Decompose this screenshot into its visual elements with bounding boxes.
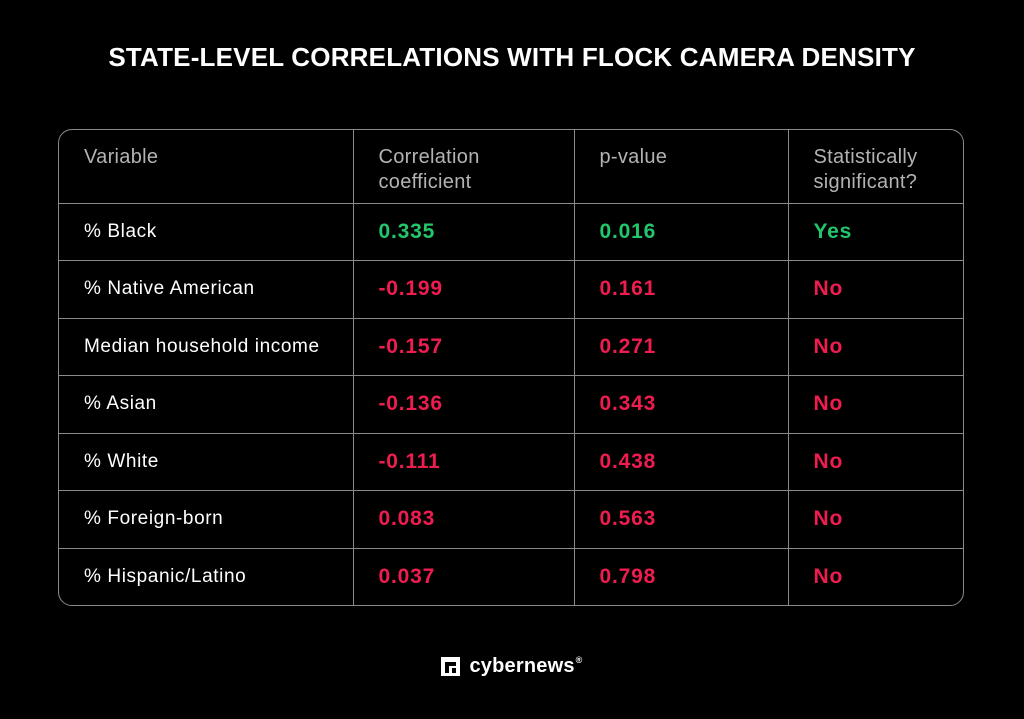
cell-correlation-coefficient: -0.111 bbox=[353, 433, 575, 491]
cell-correlation-coefficient: -0.199 bbox=[353, 260, 575, 319]
cell-significant: No bbox=[788, 260, 963, 319]
correlation-table: Variable Correlation coefficient p-value… bbox=[58, 129, 964, 606]
cell-p-value: 0.161 bbox=[574, 260, 789, 319]
chart-title: STATE-LEVEL CORRELATIONS WITH FLOCK CAME… bbox=[108, 42, 916, 72]
table-row: % White -0.111 0.438 No bbox=[59, 433, 963, 491]
table-row: Median household income -0.157 0.271 No bbox=[59, 318, 963, 376]
cell-variable: % Native American bbox=[59, 260, 354, 319]
header-statistically-significant: Statistically significant? bbox=[788, 130, 963, 204]
footer: cybernews® bbox=[0, 655, 1024, 678]
cell-p-value: 0.798 bbox=[574, 548, 789, 605]
table-body: % Black 0.335 0.016 Yes% Native American -0.… bbox=[59, 203, 963, 605]
table-row: % Asian -0.136 0.343 No bbox=[59, 375, 963, 434]
header-correlation-coefficient: Correlation coefficient bbox=[353, 130, 575, 204]
cell-p-value: 0.271 bbox=[574, 318, 789, 376]
cell-variable: % Black bbox=[59, 203, 354, 261]
cell-significant: No bbox=[788, 318, 963, 376]
header-row: Variable Correlation coefficient p-value… bbox=[59, 130, 963, 204]
cybernews-logo-icon bbox=[441, 657, 461, 676]
logo-wordmark: cybernews bbox=[469, 655, 575, 677]
cell-p-value: 0.438 bbox=[574, 433, 789, 491]
registered-mark: ® bbox=[575, 655, 583, 665]
cell-variable: % Asian bbox=[59, 375, 354, 434]
cell-significant: No bbox=[813, 565, 844, 588]
cell-significant: Yes bbox=[788, 203, 963, 261]
cell-correlation-coefficient: 0.335 bbox=[353, 203, 575, 261]
header-variable: Variable bbox=[59, 130, 354, 204]
cell-correlation-coefficient: 0.037 bbox=[353, 548, 575, 605]
cell-correlation-coefficient: -0.157 bbox=[353, 318, 575, 376]
cell-correlation-coefficient: 0.083 bbox=[353, 490, 575, 549]
cell-p-value: 0.016 bbox=[574, 203, 789, 261]
table-row: % Foreign-born 0.083 0.563 No bbox=[59, 490, 963, 549]
cell-significant: No bbox=[788, 433, 963, 491]
logo-text: cybernews® bbox=[469, 655, 582, 678]
cell-variable: % Hispanic/Latino bbox=[59, 548, 354, 605]
cell-correlation-coefficient: -0.136 bbox=[353, 375, 575, 434]
cell-p-value: 0.343 bbox=[574, 375, 789, 434]
table-row: % Native American -0.199 0.161 No bbox=[59, 260, 963, 319]
cell-variable: Median household income bbox=[59, 318, 354, 376]
cell-significant: No bbox=[788, 490, 963, 549]
table-row: % Hispanic/Latino 0.037 0.798 No bbox=[59, 548, 963, 605]
cell-significant: No bbox=[788, 375, 963, 434]
header-p-value: p-value bbox=[574, 130, 789, 204]
table-row: % Black 0.335 0.016 Yes bbox=[59, 203, 963, 261]
cybernews-logo: cybernews® bbox=[441, 655, 582, 678]
cell-variable: % Foreign-born bbox=[59, 490, 354, 549]
cell-p-value: 0.563 bbox=[574, 490, 789, 549]
data-table: Variable Correlation coefficient p-value… bbox=[59, 130, 963, 605]
cell-variable: % White bbox=[59, 433, 354, 491]
